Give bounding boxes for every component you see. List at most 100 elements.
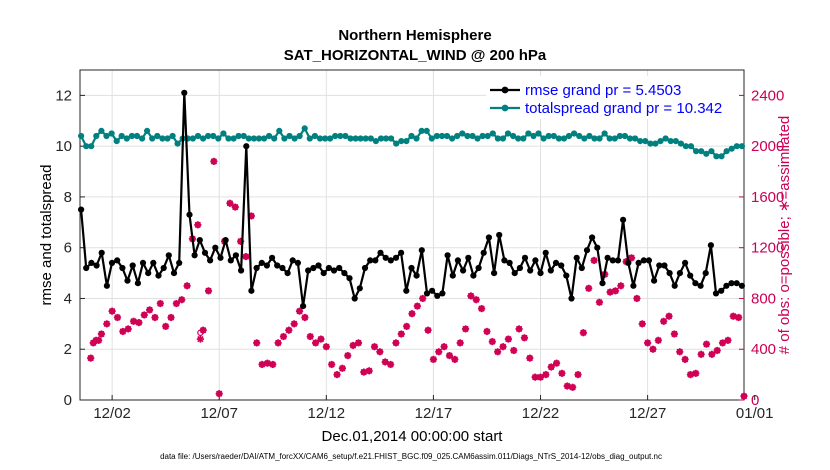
asterisk-stroke [360, 368, 367, 376]
legend-spread-marker [501, 104, 509, 112]
rmse-point [439, 290, 446, 297]
totalspread-point [128, 132, 135, 140]
rmse-point [315, 262, 322, 269]
obs-assimilated-marker [392, 339, 400, 347]
x-axis-ticks: 12/02 12/07 12/12 12/17 12/22 12/27 01/01 [93, 395, 773, 422]
totalspread-point [230, 135, 237, 142]
asterisk-stroke [328, 361, 335, 368]
rmse-point [258, 259, 265, 266]
rmse-point [341, 270, 348, 277]
rmse-point [449, 272, 456, 279]
asterisk-stroke [574, 371, 582, 378]
asterisk-stroke [371, 343, 378, 350]
asterisk-stroke [724, 337, 732, 344]
obs-assimilated-marker [178, 296, 186, 304]
asterisk-stroke [660, 318, 667, 325]
rmse-point [377, 249, 384, 256]
totalspread-point [413, 135, 420, 142]
obs-assimilated-marker [97, 330, 106, 338]
obs-assimilated-marker [590, 256, 598, 264]
left-tick-label: 4 [64, 290, 72, 307]
legend-rmse-marker [501, 86, 509, 94]
totalspread-point [591, 135, 598, 142]
asterisk-stroke [178, 296, 185, 303]
totalspread-point [139, 135, 146, 142]
rmse-point [269, 254, 276, 261]
obs-assimilated-marker [579, 329, 587, 337]
obs-assimilated-marker [611, 287, 620, 295]
rmse-point [207, 257, 214, 264]
totalspread-point [149, 135, 156, 142]
asterisk-stroke [414, 302, 421, 310]
asterisk-stroke [387, 361, 394, 368]
rmse-point [248, 287, 255, 294]
totalspread-point [708, 148, 715, 155]
totalspread-point [565, 132, 573, 140]
obs-assimilated-marker [317, 335, 325, 343]
asterisk-stroke [197, 335, 204, 343]
asterisk-stroke [355, 339, 362, 347]
obs-assimilated-marker [279, 332, 288, 341]
left-tick-label: 0 [64, 392, 72, 409]
asterisk-stroke [521, 334, 528, 342]
asterisk-stroke [655, 337, 662, 344]
right-axis-ticks: 0 400 800 1200 1600 2000 2400 [739, 87, 784, 409]
obs-assimilated-marker [413, 302, 421, 310]
data-file-footer: data file: /Users/raeder/DAI/ATM_forcXX/… [160, 452, 662, 461]
totalspread-point [596, 135, 603, 142]
totalspread-point [250, 135, 257, 142]
obs-assimilated-marker [670, 330, 678, 338]
totalspread-point [118, 132, 125, 140]
rmse-point [372, 257, 379, 264]
totalspread-point [423, 127, 430, 134]
rmse-point [387, 257, 394, 264]
left-tick-label: 6 [64, 240, 72, 257]
rmse-point [170, 270, 178, 277]
asterisk-stroke [280, 333, 287, 340]
asterisk-stroke [526, 354, 533, 362]
rmse-point [558, 262, 565, 269]
rmse-point [238, 267, 245, 274]
obs-assimilated-marker [242, 252, 250, 261]
obs-assimilated-marker [295, 307, 304, 315]
totalspread-point [301, 125, 308, 132]
totalspread-point [133, 132, 141, 140]
obs-assimilated-marker [445, 351, 454, 360]
asterisk-stroke [87, 354, 94, 362]
rmse-point [491, 270, 498, 277]
totalspread-point [93, 132, 100, 140]
obs-assimilated-marker [456, 339, 464, 347]
obs-assimilated-marker [440, 343, 448, 351]
asterisk-stroke [274, 339, 282, 347]
rmse-point [604, 254, 611, 261]
obs-assimilated-marker [156, 299, 164, 308]
totalspread-point [479, 132, 486, 140]
rmse-point [620, 216, 627, 223]
rmse-point [129, 262, 136, 269]
asterisk-stroke [703, 340, 710, 348]
totalspread-point [504, 130, 512, 137]
obs-assimilated-marker [129, 317, 138, 325]
totalspread-point [281, 135, 288, 142]
rmse-point [103, 282, 110, 289]
right-tick-label: 400 [751, 341, 776, 358]
obs-assimilated-marker [585, 284, 593, 292]
totalspread-point [667, 138, 674, 145]
totalspread-point [459, 130, 466, 137]
asterisk-stroke [510, 347, 517, 354]
asterisk-stroke [494, 348, 501, 355]
obs-assimilated-marker [681, 355, 689, 363]
right-tick-label: 800 [751, 290, 776, 307]
asterisk-stroke [478, 305, 485, 312]
totalspread-point [489, 130, 496, 137]
rmse-point [501, 257, 508, 264]
rmse-point [723, 282, 730, 289]
totalspread-point [616, 132, 624, 140]
rmse-point [119, 264, 126, 272]
asterisk-stroke [671, 330, 678, 338]
totalspread-point [515, 135, 522, 142]
asterisk-stroke [483, 328, 491, 335]
rmse-point [511, 270, 518, 277]
asterisk-stroke [649, 346, 657, 353]
